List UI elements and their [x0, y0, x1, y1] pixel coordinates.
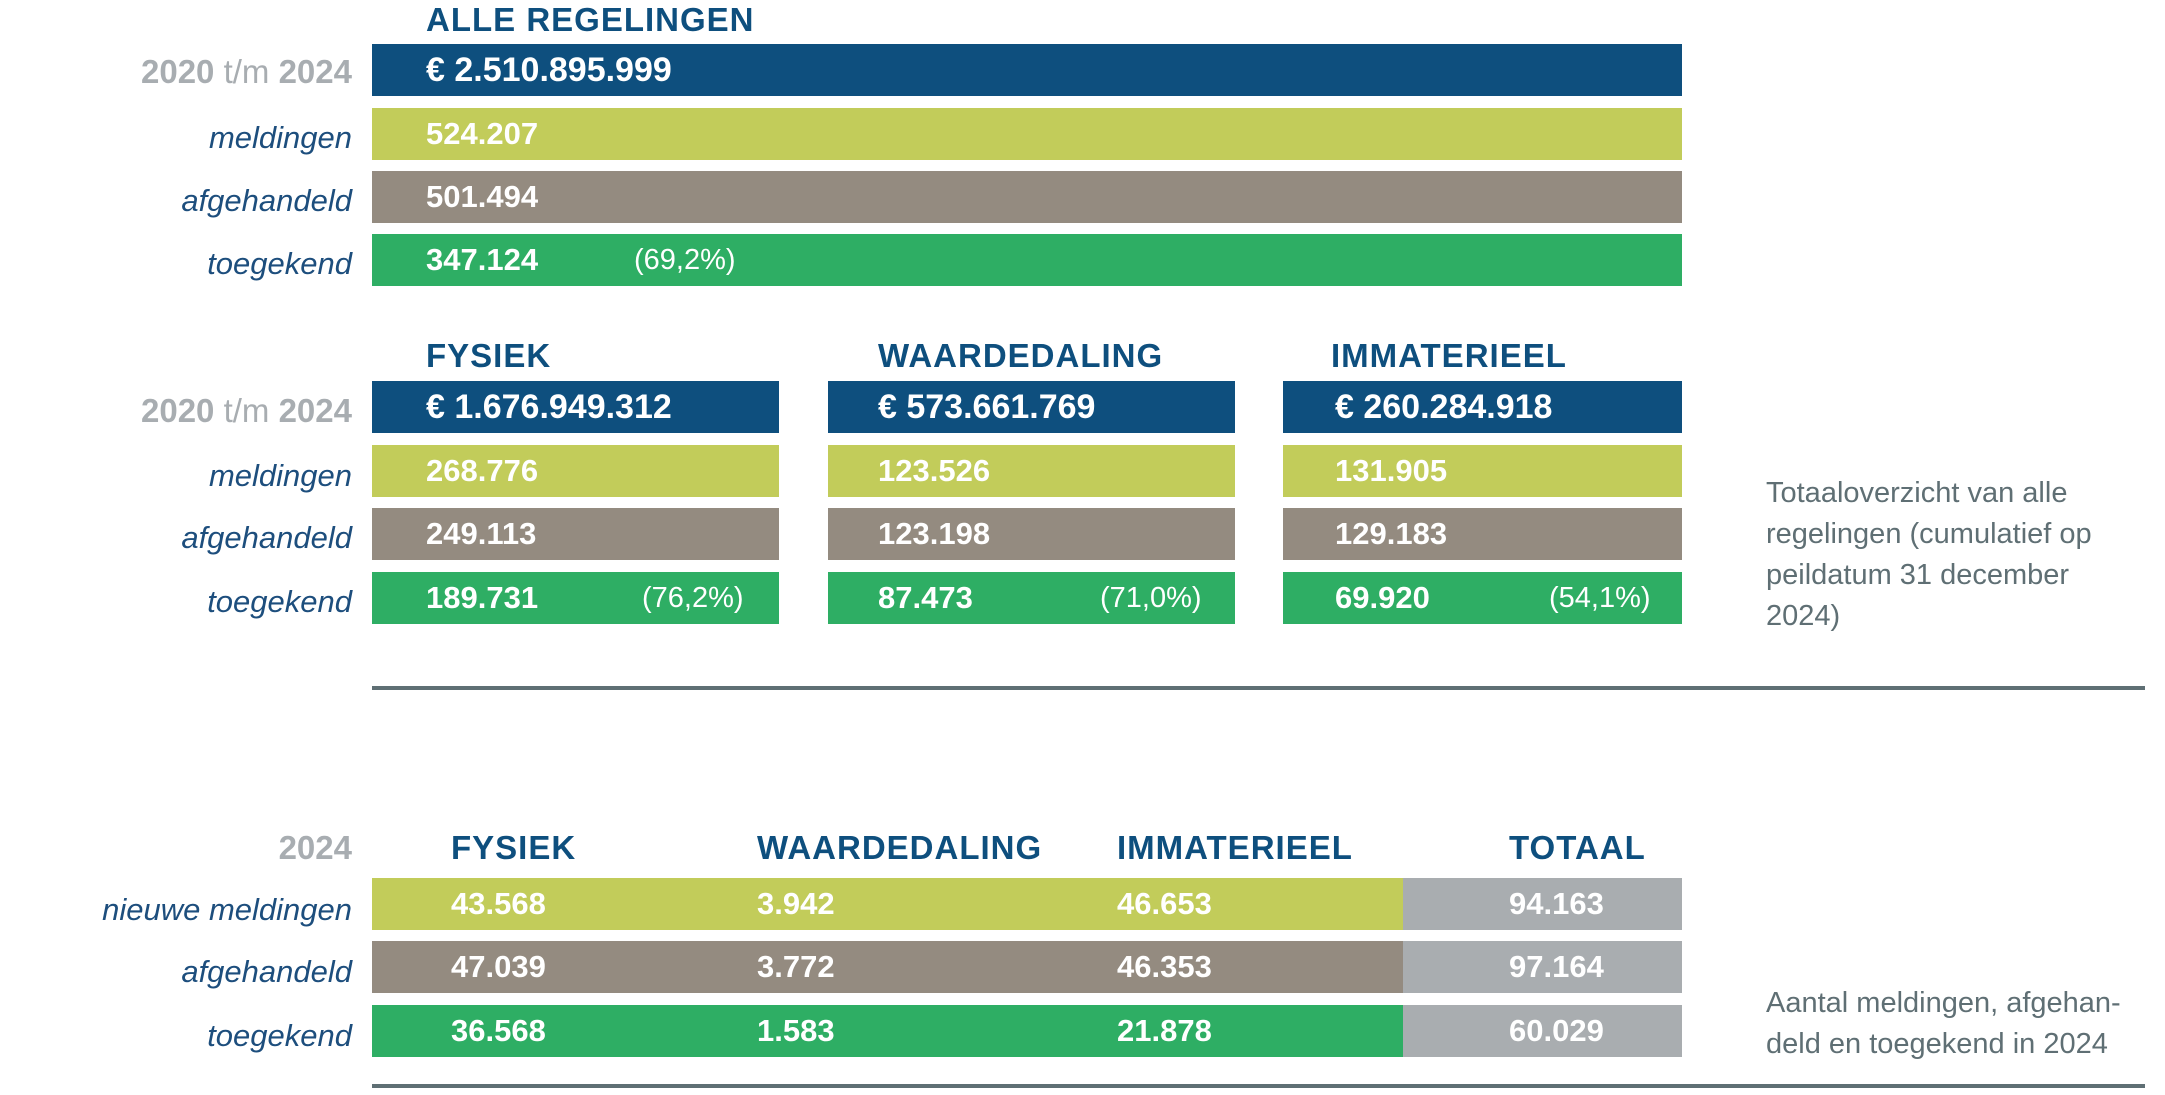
total-bar-fysiek: € 1.676.949.312 [372, 381, 779, 433]
afgehandeld-value: 501.494 [426, 179, 539, 214]
toegekend-bar-immaterieel: 69.920 (54,1%) [1283, 572, 1682, 624]
toegekend-value-immaterieel: 69.920 [1335, 580, 1430, 615]
toegekend-value-fysiek: 189.731 [426, 580, 539, 615]
afgehandeld-bar-alle: 501.494 [372, 171, 1682, 223]
total-value-immaterieel: € 260.284.918 [1335, 388, 1553, 426]
row-label-afgehandeld: afgehandeld [181, 183, 352, 218]
meldingen-value-waardedaling: 123.526 [878, 453, 991, 488]
note-line-2: deld en toegekend in 2024 [1766, 1028, 2108, 1060]
note-line-1: Aantal meldingen, afgehan- [1766, 987, 2121, 1019]
toegekend-waardedaling-2024: 1.583 [757, 1013, 835, 1048]
row-label-nieuwe-meldingen: nieuwe meldingen [102, 892, 352, 927]
header-waardedaling: WAARDEDALING [878, 337, 1164, 374]
nieuwe-meldingen-totaal-bar: 94.163 [1403, 878, 1682, 930]
toegekend-percentage-fysiek: (76,2%) [642, 582, 744, 614]
row-label-meldingen: meldingen [208, 120, 352, 155]
toegekend-value-waardedaling: 87.473 [878, 580, 973, 615]
total-value: € 2.510.895.999 [426, 51, 672, 89]
divider-1 [372, 686, 2145, 690]
afgehandeld-value-fysiek: 249.113 [426, 516, 537, 551]
total-bar-immaterieel: € 260.284.918 [1283, 381, 1682, 433]
nieuwe-meldingen-waardedaling: 3.942 [757, 886, 835, 921]
toegekend-bar-2024: 36.568 1.583 21.878 [372, 1005, 1403, 1057]
afgehandeld-immaterieel-2024: 46.353 [1117, 949, 1212, 984]
afgehandeld-fysiek-2024: 47.039 [451, 949, 546, 984]
row-label-toegekend-2: toegekend [207, 584, 352, 619]
nieuwe-meldingen-immaterieel: 46.653 [1117, 886, 1212, 921]
toegekend-immaterieel-2024: 21.878 [1117, 1013, 1212, 1048]
toegekend-percentage-waardedaling: (71,0%) [1100, 582, 1202, 614]
nieuwe-meldingen-totaal: 94.163 [1509, 886, 1604, 921]
period-label-1: 2020 t/m 2024 [140, 53, 352, 90]
header-immaterieel: IMMATERIEEL [1331, 337, 1567, 374]
header-immaterieel-2024: IMMATERIEEL [1117, 829, 1353, 866]
total-value-waardedaling: € 573.661.769 [878, 388, 1096, 426]
afgehandeld-totaal-2024: 97.164 [1509, 949, 1604, 984]
afgehandeld-bar-waardedaling: 123.198 [828, 508, 1235, 560]
meldingen-value: 524.207 [426, 116, 539, 151]
afgehandeld-bar-2024: 47.039 3.772 46.353 [372, 941, 1403, 993]
header-alle-regelingen: ALLE REGELINGEN [426, 1, 755, 38]
afgehandeld-value-immaterieel: 129.183 [1335, 516, 1448, 551]
toegekend-bar-waardedaling: 87.473 (71,0%) [828, 572, 1235, 624]
divider-2 [372, 1084, 2145, 1088]
afgehandeld-value-waardedaling: 123.198 [878, 516, 991, 551]
row-label-afgehandeld-2: afgehandeld [181, 520, 352, 555]
row-label-toegekend: toegekend [207, 246, 352, 281]
period-label-2: 2020 t/m 2024 [140, 392, 352, 429]
total-bar-alle: € 2.510.895.999 [372, 44, 1682, 96]
meldingen-value-immaterieel: 131.905 [1335, 453, 1448, 488]
afgehandeld-waardedaling-2024: 3.772 [757, 949, 835, 984]
row-label-meldingen-2: meldingen [208, 458, 352, 493]
meldingen-value-fysiek: 268.776 [426, 453, 539, 488]
total-bar-waardedaling: € 573.661.769 [828, 381, 1235, 433]
afgehandeld-bar-immaterieel: 129.183 [1283, 508, 1682, 560]
toegekend-percentage-immaterieel: (54,1%) [1549, 582, 1651, 614]
row-label-toegekend-3: toegekend [207, 1018, 352, 1053]
meldingen-bar-waardedaling: 123.526 [828, 445, 1235, 497]
afgehandeld-totaal-bar: 97.164 [1403, 941, 1682, 993]
period-label-3: 2024 [278, 829, 352, 866]
toegekend-bar-fysiek: 189.731 (76,2%) [372, 572, 779, 624]
nieuwe-meldingen-bar: 43.568 3.942 46.653 [372, 878, 1403, 930]
meldingen-bar-immaterieel: 131.905 [1283, 445, 1682, 497]
toegekend-fysiek-2024: 36.568 [451, 1013, 546, 1048]
header-totaal-2024: TOTAAL [1509, 829, 1646, 866]
note-aantal-meldingen: Aantal meldingen, afgehan- deld en toege… [1766, 983, 2146, 1065]
header-fysiek-2024: FYSIEK [451, 829, 577, 866]
toegekend-value: 347.124 [426, 242, 539, 277]
toegekend-totaal-2024: 60.029 [1509, 1013, 1604, 1048]
toegekend-totaal-bar: 60.029 [1403, 1005, 1682, 1057]
toegekend-percentage: (69,2%) [634, 244, 736, 276]
meldingen-bar-alle: 524.207 [372, 108, 1682, 160]
total-value-fysiek: € 1.676.949.312 [426, 388, 672, 426]
header-fysiek: FYSIEK [426, 337, 552, 374]
meldingen-bar-fysiek: 268.776 [372, 445, 779, 497]
nieuwe-meldingen-fysiek: 43.568 [451, 886, 546, 921]
afgehandeld-bar-fysiek: 249.113 [372, 508, 779, 560]
row-label-afgehandeld-3: afgehandeld [181, 954, 352, 989]
note-totaaloverzicht: Totaaloverzicht van alle regelingen (cum… [1766, 477, 2092, 632]
toegekend-bar-alle: 347.124 (69,2%) [372, 234, 1682, 286]
header-waardedaling-2024: WAARDEDALING [757, 829, 1043, 866]
